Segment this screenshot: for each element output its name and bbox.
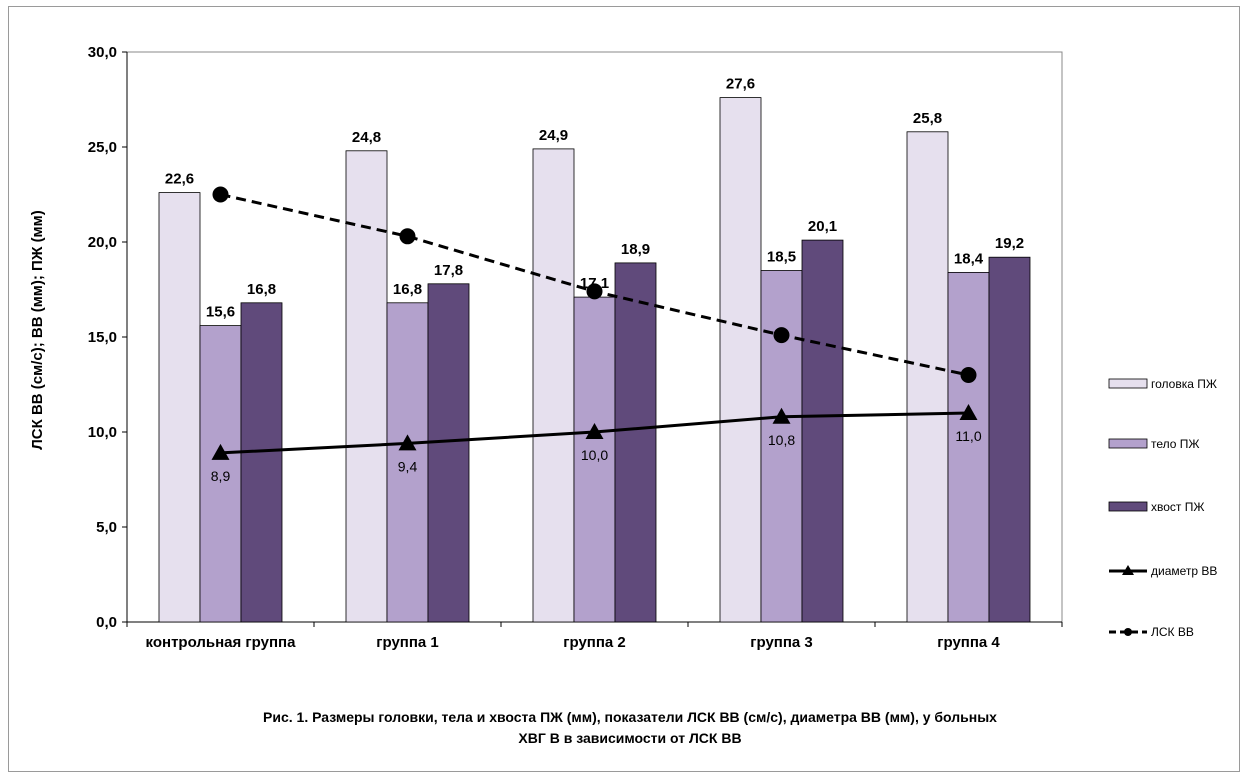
legend: головка ПЖ тело ПЖ хвост ПЖ диаметр ВВ ЛСК В… (1108, 377, 1217, 639)
bar (427, 283, 470, 623)
legend-label: хвост ПЖ (1151, 500, 1204, 514)
chart-frame (8, 6, 1240, 772)
circle-marker (586, 283, 603, 300)
y-axis: 0,0 5,0 10,0 15,0 20,0 25,0 30,0 (88, 44, 128, 631)
bar (386, 302, 429, 623)
bar-data-label: 27,6 (726, 76, 755, 93)
line-data-label: 10,0 (581, 447, 608, 463)
x-tick-label: группа 3 (750, 634, 813, 651)
line-data-label: 11,0 (955, 428, 981, 444)
bar (532, 148, 575, 623)
triangle-marker (211, 443, 230, 460)
triangle-marker (398, 434, 417, 451)
bar-data-label: 16,8 (393, 281, 422, 298)
y-tick-label: 0,0 (96, 614, 117, 631)
y-tick-label: 10,0 (88, 424, 117, 441)
x-axis: контрольная группа группа 1 группа 2 группа… (126, 621, 1063, 651)
legend-label: головка ПЖ (1151, 377, 1217, 391)
legend-label: диаметр ВВ (1151, 564, 1217, 578)
legend-marker (1122, 565, 1134, 575)
x-tick-label: группа 4 (937, 634, 1000, 651)
circle-marker (960, 367, 977, 383)
caption-line-2: ХВГ В в зависимости от ЛСК ВВ (518, 730, 741, 746)
y-tick-label: 5,0 (96, 519, 117, 536)
caption-line-1: Рис. 1. Размеры головки, тела и хвоста П… (263, 709, 997, 725)
legend-label: тело ПЖ (1151, 437, 1200, 451)
triangle-marker (585, 423, 604, 439)
line-data-label: 10,8 (768, 432, 795, 448)
bar-data-label: 17,8 (434, 262, 463, 279)
triangle-marker (772, 407, 791, 424)
legend-swatch (1108, 501, 1148, 512)
bar-data-label: 18,9 (621, 241, 650, 258)
bar (906, 131, 949, 623)
bars: 22,615,616,824,816,817,824,917,118,927,6… (158, 76, 1031, 623)
bar-data-label: 22,6 (165, 171, 194, 188)
circle-marker (773, 327, 790, 344)
bar-data-label: 24,9 (539, 127, 568, 144)
bar-data-label: 15,6 (206, 304, 235, 321)
bar-data-label: 25,8 (913, 110, 942, 127)
y-tick-label: 25,0 (88, 139, 117, 156)
triangle-marker (959, 404, 978, 420)
y-axis-label: ЛСК ВВ (см/с); ВВ (мм); ПЖ (мм) (29, 210, 46, 449)
bar (801, 239, 844, 623)
line-data-label: 8,9 (211, 468, 231, 484)
bar-data-label: 18,4 (954, 250, 984, 267)
bar-data-label: 18,5 (767, 249, 796, 266)
circle-marker (212, 186, 229, 203)
circle-marker (399, 228, 416, 245)
legend-marker (1124, 628, 1132, 636)
x-tick-label: контрольная группа (146, 634, 297, 651)
bar-data-label: 19,2 (995, 235, 1024, 252)
bar (573, 296, 616, 623)
bar-data-label: 24,8 (352, 129, 381, 146)
bar-data-label: 16,8 (247, 281, 276, 298)
y-tick-label: 30,0 (88, 44, 117, 61)
bar (158, 192, 201, 623)
bar (719, 97, 762, 623)
legend-label: ЛСК ВВ (1151, 625, 1194, 639)
bar (240, 302, 283, 623)
x-tick-label: группа 2 (563, 634, 626, 651)
legend-swatch (1108, 438, 1148, 449)
bar-data-label: 20,1 (808, 218, 837, 235)
legend-swatch (1108, 378, 1148, 389)
line-data-label: 9,4 (398, 458, 418, 474)
y-tick-label: 15,0 (88, 329, 117, 346)
bar (199, 325, 242, 623)
bar (614, 262, 657, 623)
bar (988, 256, 1031, 623)
lines: 8,9 9,4 10,0 10,8 11,0 (211, 186, 982, 484)
bar (345, 150, 388, 623)
y-tick-label: 20,0 (88, 234, 117, 251)
bar (947, 271, 990, 623)
x-tick-label: группа 1 (376, 634, 439, 651)
